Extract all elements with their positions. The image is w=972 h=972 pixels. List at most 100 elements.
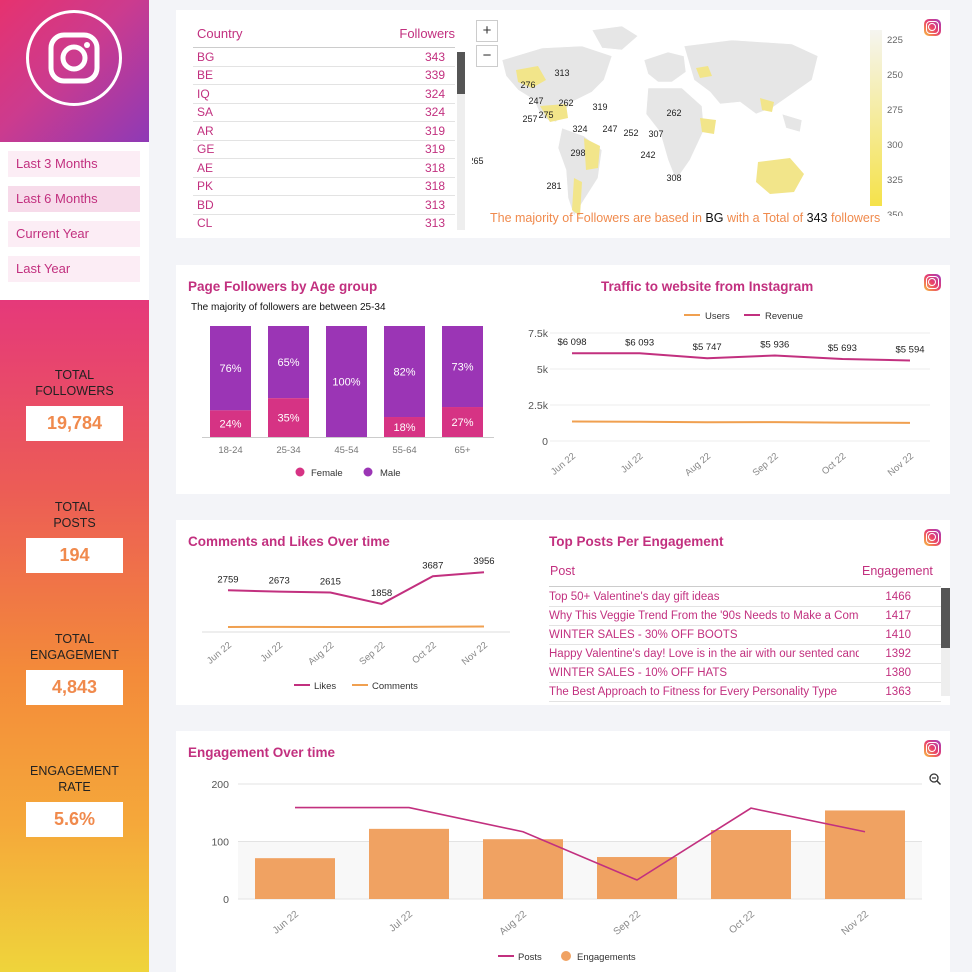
revenue-data-label: $5 693 — [828, 343, 857, 354]
post-engagement: 1410 — [885, 629, 911, 641]
legend-likes-label[interactable]: Likes — [314, 681, 336, 692]
users-line[interactable] — [571, 420, 911, 424]
post-row[interactable]: Why This Veggie Trend From the '90s Need… — [549, 607, 941, 626]
legend-posts-label[interactable]: Posts — [518, 952, 542, 963]
legend-tick-label: 225 — [887, 35, 903, 46]
engagement-bar[interactable] — [597, 857, 677, 899]
female-pct-label: 18% — [393, 422, 415, 434]
post-row[interactable]: WINTER SALES - 30% OFF BOOTS 1410 — [549, 626, 941, 645]
map-zoom-in-button[interactable]: + — [476, 20, 498, 42]
country-followers: 313 — [316, 195, 455, 215]
engagement-bar[interactable] — [825, 810, 905, 899]
posts-line[interactable] — [295, 806, 866, 881]
engagement-bar[interactable] — [483, 839, 563, 899]
instagram-icon — [924, 529, 941, 546]
engagement-x-tick: Aug 22 — [498, 909, 530, 938]
female-bar[interactable] — [442, 407, 483, 437]
likes-line[interactable] — [227, 571, 485, 605]
female-bar[interactable] — [384, 417, 425, 437]
filter-last-6-months[interactable]: Last 6 Months — [8, 186, 140, 212]
legend-tick-label: 350 — [887, 210, 903, 216]
legend-tick-label: 250 — [887, 70, 903, 81]
zoom-out-icon[interactable] — [929, 773, 941, 788]
country-followers: 318 — [316, 158, 455, 178]
male-pct-label: 100% — [332, 377, 360, 389]
male-bar[interactable] — [384, 326, 425, 418]
legend-comments-label[interactable]: Comments — [372, 681, 418, 692]
likes-data-label: 3956 — [473, 556, 494, 567]
comments-posts-card: Comments and Likes Over time 2759 Jun 22 2… — [176, 520, 950, 705]
country-code: GE — [193, 140, 317, 159]
legend-revenue-label[interactable]: Revenue — [765, 311, 803, 322]
filter-last-year[interactable]: Last Year — [8, 256, 140, 282]
legend-engagements-marker — [561, 951, 571, 961]
female-bar[interactable] — [210, 410, 251, 437]
kpi-label-line: POSTS — [53, 516, 96, 530]
legend-male-label[interactable]: Male — [380, 468, 401, 479]
world-map[interactable]: 2602763132472623082752573192622573033242… — [472, 10, 872, 222]
comments-x-tick: Nov 22 — [460, 640, 490, 668]
posts-scrollbar[interactable] — [941, 588, 950, 696]
country-row[interactable]: IQ 324 — [193, 84, 455, 104]
country-table-scrollbar[interactable] — [457, 52, 465, 230]
legend-engagements-label[interactable]: Engagements — [577, 952, 636, 963]
legend-users-label[interactable]: Users — [705, 311, 730, 322]
country-row[interactable]: BG 343 — [193, 47, 455, 67]
legend-gradient-bar — [870, 30, 882, 206]
map-value-label: 247 — [528, 96, 543, 106]
country-row[interactable]: BE 339 — [193, 66, 455, 85]
legend-female-label[interactable]: Female — [311, 468, 343, 479]
female-bar[interactable] — [268, 398, 309, 437]
post-row[interactable]: Top 50+ Valentine's day gift ideas 1466 — [549, 588, 941, 607]
country-row[interactable]: AR 319 — [193, 121, 455, 141]
revenue-line[interactable] — [571, 352, 911, 362]
scrollbar-thumb[interactable] — [941, 588, 950, 648]
map-zoom-out-button[interactable]: − — [476, 45, 498, 67]
filter-current-year[interactable]: Current Year — [8, 221, 140, 247]
age-traffic-card: Page Followers by Age group The majority… — [176, 265, 950, 494]
country-table-container[interactable]: Country Followers BG 343 BE 339 IQ 324 SA 324 AR… — [193, 26, 465, 230]
post-row[interactable]: WINTER SALES - 10% OFF HATS 1380 — [549, 664, 941, 683]
country-followers: 343 — [316, 47, 455, 67]
instagram-icon — [924, 19, 941, 36]
revenue-data-label: $5 936 — [760, 340, 789, 351]
post-engagement: 1417 — [885, 610, 911, 622]
traffic-chart-title: Traffic to website from Instagram — [601, 279, 814, 294]
post-header[interactable]: Post — [550, 564, 576, 578]
country-followers: 324 — [316, 103, 455, 122]
country-row[interactable]: BD 313 — [193, 195, 455, 215]
map-value-label: 275 — [538, 110, 553, 120]
filter-last-3-months[interactable]: Last 3 Months — [8, 151, 140, 177]
age-category-label: 55-64 — [392, 445, 416, 456]
engagement-bar[interactable] — [711, 830, 791, 899]
post-row[interactable]: The Best Approach to Fitness for Every P… — [549, 683, 941, 702]
country-row[interactable]: AE 318 — [193, 158, 455, 178]
male-bar[interactable] — [268, 326, 309, 399]
top-posts-table[interactable]: Top 50+ Valentine's day gift ideas 1466 Wh… — [549, 588, 949, 702]
engagement-bar[interactable] — [255, 858, 335, 899]
engagement-header[interactable]: Engagement — [862, 564, 933, 578]
country-row[interactable]: CL 313 — [193, 214, 455, 230]
male-bar[interactable] — [326, 326, 367, 437]
traffic-chart[interactable]: 7.5k 5k 2.5k 0 $6 098 Jun 22 $6 093 Jul 22 $5 74… — [516, 265, 950, 494]
post-row[interactable]: Happy Valentine's day! Love is in the ai… — [549, 645, 941, 664]
kpi-panel: TOTAL FOLLOWERS 19,784 TOTAL POSTS 194 T… — [0, 300, 149, 972]
post-engagement: 1466 — [885, 591, 911, 603]
scrollbar-thumb[interactable] — [457, 52, 465, 94]
kpi-total-posts-label: TOTAL POSTS — [0, 499, 149, 531]
map-value-label: 265 — [472, 156, 484, 166]
country-row[interactable]: PK 318 — [193, 177, 455, 196]
country-header[interactable]: Country — [193, 26, 317, 48]
country-code: AE — [193, 158, 317, 178]
engagement-bar[interactable] — [369, 828, 449, 899]
comments-likes-chart[interactable]: 2759 Jun 22 2673 Jul 22 2615 Aug 22 1858 Sep 22… — [176, 520, 516, 705]
followers-header[interactable]: Followers — [316, 26, 455, 48]
male-bar[interactable] — [210, 326, 251, 411]
country-row[interactable]: SA 324 — [193, 103, 455, 122]
kpi-label-line: TOTAL — [54, 632, 95, 646]
engagement-x-tick: Sep 22 — [612, 909, 644, 938]
age-group-chart[interactable]: 76% 24% 18-24 65% 35% 25-34 100% 45-54 82% 18% 55-… — [176, 265, 516, 494]
country-row[interactable]: GE 319 — [193, 140, 455, 159]
engagement-over-time-chart[interactable]: 200 100 0 Jun 22 Jul 22 Aug 22 Sep 22 Oct 22 Nov… — [176, 731, 950, 972]
male-bar[interactable] — [442, 326, 483, 408]
